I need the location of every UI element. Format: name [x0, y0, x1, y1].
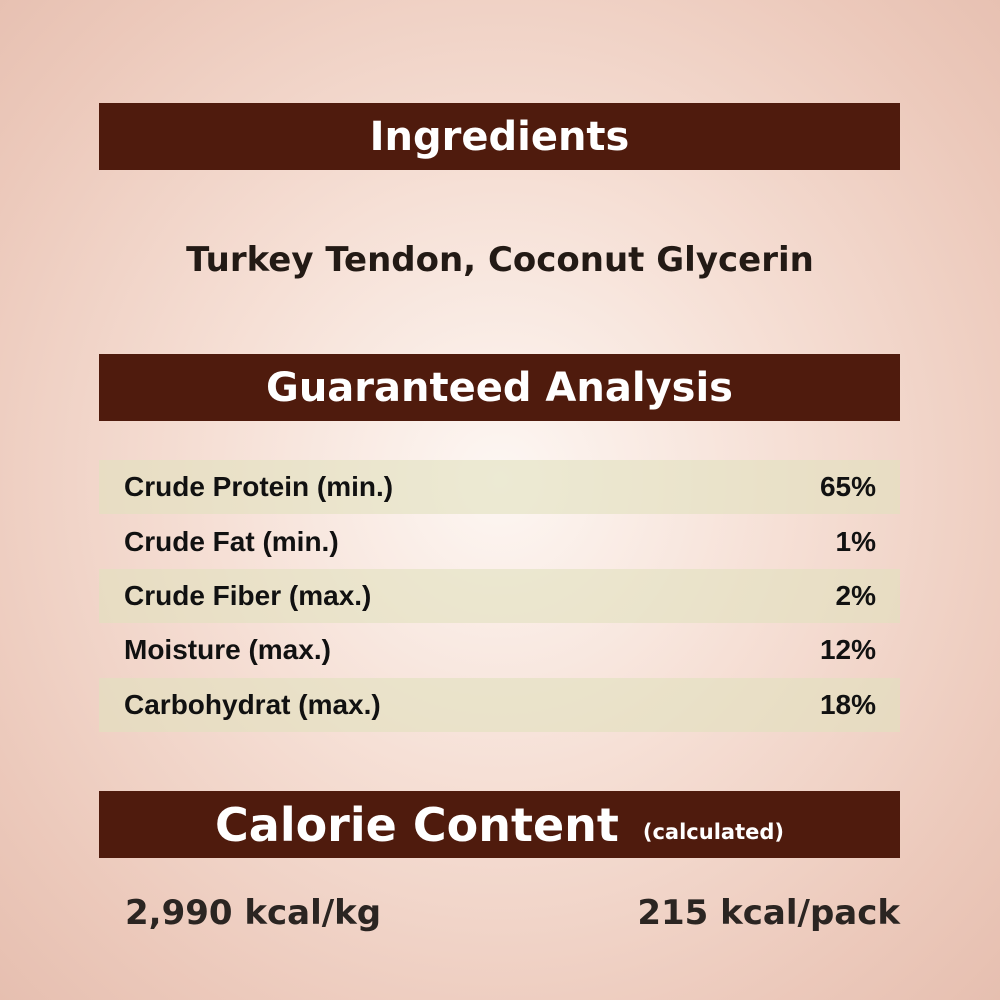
- table-row: Crude Fiber (max.) 2%: [99, 568, 900, 624]
- row-value: 18%: [819, 688, 876, 720]
- table-row: Moisture (max.) 12%: [99, 623, 900, 677]
- row-label: Carbohydrat (max.): [124, 688, 381, 720]
- table-row: Crude Fat (min.) 1%: [99, 514, 900, 568]
- calorie-subtitle: (calculated): [642, 819, 784, 844]
- ingredients-banner: Ingredients: [99, 103, 900, 170]
- ingredients-text: Turkey Tendon, Coconut Glycerin: [186, 240, 814, 280]
- calorie-per-kg: 2,990 kcal/kg: [125, 893, 382, 933]
- row-value: 65%: [819, 471, 876, 503]
- analysis-banner: Guaranteed Analysis: [99, 354, 900, 421]
- table-row: Crude Protein (min.) 65%: [99, 460, 900, 515]
- analysis-table: Crude Protein (min.) 65% Crude Fat (min.)…: [99, 460, 900, 732]
- row-value: 1%: [835, 525, 876, 557]
- ingredients-title: Ingredients: [369, 113, 630, 160]
- calorie-per-pack: 215 kcal/pack: [637, 893, 900, 933]
- calorie-title: Calorie Content: [215, 797, 619, 852]
- row-label: Moisture (max.): [124, 634, 331, 666]
- row-value: 12%: [819, 634, 876, 666]
- row-label: Crude Fat (min.): [124, 525, 339, 557]
- table-row: Carbohydrat (max.) 18%: [99, 677, 900, 732]
- row-value: 2%: [835, 579, 876, 611]
- row-label: Crude Protein (min.): [124, 471, 394, 503]
- calorie-banner: Calorie Content (calculated): [99, 791, 900, 858]
- analysis-title: Guaranteed Analysis: [266, 364, 733, 411]
- row-label: Crude Fiber (max.): [124, 579, 372, 611]
